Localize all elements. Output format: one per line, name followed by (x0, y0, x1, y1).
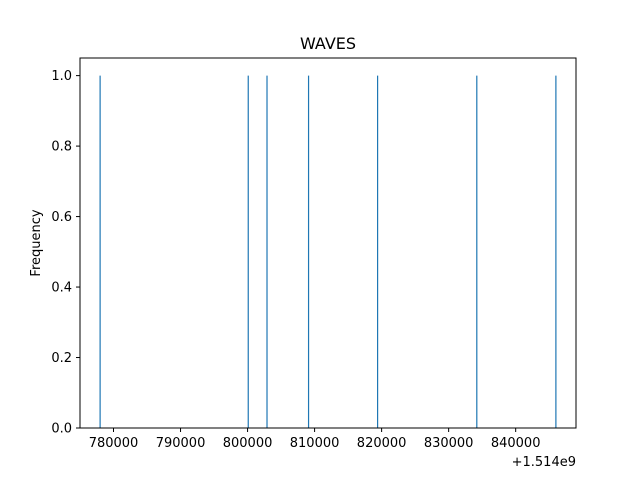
x-tick-label-0: 780000 (89, 436, 139, 451)
chart-title: WAVES (300, 34, 356, 53)
y-tick-label-3: 0.6 (51, 210, 72, 225)
y-tick-label-0: 0.0 (51, 422, 72, 437)
x-axis-offset-label: +1.514e9 (512, 455, 576, 470)
y-tick-label-2: 0.4 (51, 281, 72, 296)
y-tick-label-1: 0.2 (51, 351, 72, 366)
plot-frame (79, 57, 577, 429)
x-tick-label-2: 800000 (223, 436, 273, 451)
x-tick-label-3: 810000 (290, 436, 340, 451)
bar-0-6 (555, 75, 557, 429)
bar-0-3 (307, 75, 310, 429)
y-tick-label-4: 0.8 (51, 140, 72, 155)
y-axis-label: Frequency (29, 209, 44, 276)
x-tick-label-4: 820000 (357, 436, 407, 451)
x-tick-label-6: 840000 (491, 436, 541, 451)
y-tick-label-5: 1.0 (51, 69, 72, 84)
bar-0-5 (476, 75, 478, 429)
bar-0-0 (99, 75, 101, 429)
x-tick-label-5: 830000 (424, 436, 474, 451)
bar-0-4 (377, 75, 379, 429)
bars-group (99, 75, 557, 429)
x-tick-label-1: 790000 (156, 436, 206, 451)
bar-0-2 (266, 75, 268, 429)
y-axis-ticks: 0.0 0.2 0.4 0.6 0.8 1.0 (51, 69, 80, 437)
x-axis-ticks: 780000 790000 800000 810000 820000 830000 8400… (89, 428, 541, 451)
bar-0-1 (247, 75, 249, 429)
